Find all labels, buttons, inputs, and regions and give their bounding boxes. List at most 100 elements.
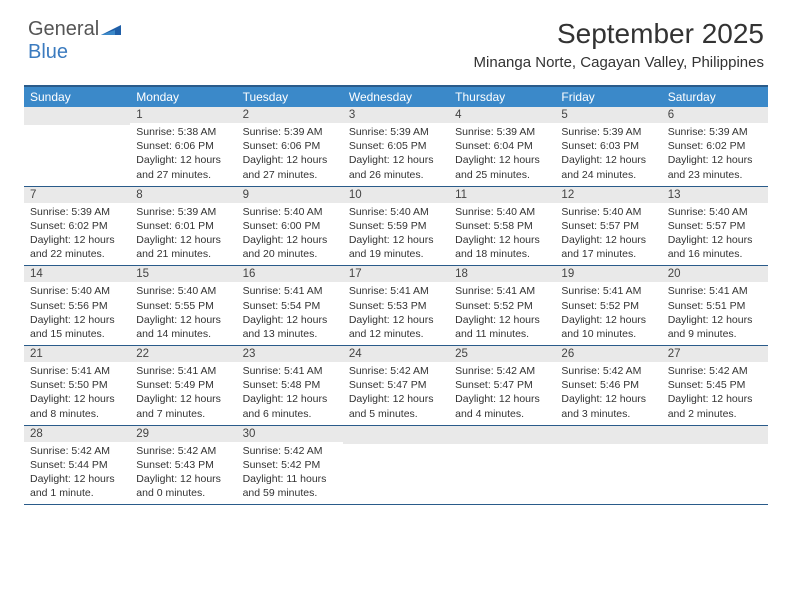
day-body: Sunrise: 5:42 AMSunset: 5:42 PMDaylight:… <box>237 442 343 505</box>
day-number: 5 <box>555 107 661 123</box>
sunset-text: Sunset: 6:05 PM <box>349 139 443 153</box>
day-number: 22 <box>130 346 236 362</box>
sunrise-text: Sunrise: 5:39 AM <box>30 205 124 219</box>
day-number: 23 <box>237 346 343 362</box>
day-body: Sunrise: 5:40 AMSunset: 5:58 PMDaylight:… <box>449 203 555 266</box>
sunrise-text: Sunrise: 5:40 AM <box>349 205 443 219</box>
logo-flag-icon <box>101 21 121 35</box>
day-body: Sunrise: 5:39 AMSunset: 6:06 PMDaylight:… <box>237 123 343 186</box>
sunrise-text: Sunrise: 5:39 AM <box>668 125 762 139</box>
sunset-text: Sunset: 5:47 PM <box>455 378 549 392</box>
day-cell: 15Sunrise: 5:40 AMSunset: 5:55 PMDayligh… <box>130 266 236 345</box>
sunset-text: Sunset: 5:53 PM <box>349 299 443 313</box>
day-cell <box>343 426 449 505</box>
daylight-text: Daylight: 12 hours and 2 minutes. <box>668 392 762 420</box>
day-number: 27 <box>662 346 768 362</box>
day-cell: 24Sunrise: 5:42 AMSunset: 5:47 PMDayligh… <box>343 346 449 425</box>
day-number: 21 <box>24 346 130 362</box>
daylight-text: Daylight: 12 hours and 25 minutes. <box>455 153 549 181</box>
sunset-text: Sunset: 5:45 PM <box>668 378 762 392</box>
daylight-text: Daylight: 12 hours and 17 minutes. <box>561 233 655 261</box>
day-number: 24 <box>343 346 449 362</box>
sunset-text: Sunset: 5:47 PM <box>349 378 443 392</box>
day-cell: 28Sunrise: 5:42 AMSunset: 5:44 PMDayligh… <box>24 426 130 505</box>
day-cell: 30Sunrise: 5:42 AMSunset: 5:42 PMDayligh… <box>237 426 343 505</box>
day-number <box>662 426 768 444</box>
sunrise-text: Sunrise: 5:39 AM <box>349 125 443 139</box>
sunrise-text: Sunrise: 5:42 AM <box>136 444 230 458</box>
day-body: Sunrise: 5:41 AMSunset: 5:48 PMDaylight:… <box>237 362 343 425</box>
daylight-text: Daylight: 12 hours and 20 minutes. <box>243 233 337 261</box>
day-body: Sunrise: 5:41 AMSunset: 5:54 PMDaylight:… <box>237 282 343 345</box>
sunrise-text: Sunrise: 5:39 AM <box>455 125 549 139</box>
day-body: Sunrise: 5:40 AMSunset: 5:57 PMDaylight:… <box>555 203 661 266</box>
daylight-text: Daylight: 12 hours and 0 minutes. <box>136 472 230 500</box>
day-cell: 21 Sunrise: 5:41 AMSunset: 5:50 PMDayligh… <box>24 346 130 425</box>
sunrise-text: Sunrise: 5:42 AM <box>455 364 549 378</box>
sunset-text: Sunset: 6:02 PM <box>30 219 124 233</box>
daylight-text: Daylight: 12 hours and 27 minutes. <box>136 153 230 181</box>
day-cell: 14Sunrise: 5:40 AMSunset: 5:56 PMDayligh… <box>24 266 130 345</box>
day-number <box>449 426 555 444</box>
day-number: 30 <box>237 426 343 442</box>
sunset-text: Sunset: 5:42 PM <box>243 458 337 472</box>
sunrise-text: Sunrise: 5:39 AM <box>136 205 230 219</box>
sunset-text: Sunset: 5:51 PM <box>668 299 762 313</box>
day-body: Sunrise: 5:40 AMSunset: 5:56 PMDaylight:… <box>24 282 130 345</box>
sunset-text: Sunset: 6:03 PM <box>561 139 655 153</box>
sunrise-text: Sunrise: 5:42 AM <box>243 444 337 458</box>
day-cell: 18Sunrise: 5:41 AMSunset: 5:52 PMDayligh… <box>449 266 555 345</box>
sunset-text: Sunset: 5:54 PM <box>243 299 337 313</box>
day-body: Sunrise: 5:42 AMSunset: 5:44 PMDaylight:… <box>24 442 130 505</box>
sunset-text: Sunset: 5:56 PM <box>30 299 124 313</box>
day-number: 4 <box>449 107 555 123</box>
sunset-text: Sunset: 5:52 PM <box>561 299 655 313</box>
week-row: 1Sunrise: 5:38 AMSunset: 6:06 PMDaylight… <box>24 107 768 187</box>
daylight-text: Daylight: 12 hours and 8 minutes. <box>30 392 124 420</box>
day-cell: 7Sunrise: 5:39 AMSunset: 6:02 PMDaylight… <box>24 187 130 266</box>
month-title: September 2025 <box>474 18 764 50</box>
day-body: Sunrise: 5:42 AMSunset: 5:45 PMDaylight:… <box>662 362 768 425</box>
day-cell: 12Sunrise: 5:40 AMSunset: 5:57 PMDayligh… <box>555 187 661 266</box>
day-cell <box>24 107 130 186</box>
day-body: Sunrise: 5:40 AMSunset: 5:59 PMDaylight:… <box>343 203 449 266</box>
sunrise-text: Sunrise: 5:42 AM <box>561 364 655 378</box>
day-number: 28 <box>24 426 130 442</box>
day-number: 26 <box>555 346 661 362</box>
day-header: Wednesday <box>343 87 449 107</box>
day-body: Sunrise: 5:39 AMSunset: 6:03 PMDaylight:… <box>555 123 661 186</box>
sunrise-text: Sunrise: 5:42 AM <box>30 444 124 458</box>
daylight-text: Daylight: 12 hours and 12 minutes. <box>349 313 443 341</box>
day-number: 18 <box>449 266 555 282</box>
sunrise-text: Sunrise: 5:40 AM <box>561 205 655 219</box>
daylight-text: Daylight: 12 hours and 13 minutes. <box>243 313 337 341</box>
day-body: Sunrise: 5:40 AMSunset: 5:57 PMDaylight:… <box>662 203 768 266</box>
sunrise-text: Sunrise: 5:41 AM <box>668 284 762 298</box>
day-number: 25 <box>449 346 555 362</box>
day-header-row: Sunday Monday Tuesday Wednesday Thursday… <box>24 87 768 107</box>
day-cell: 9Sunrise: 5:40 AMSunset: 6:00 PMDaylight… <box>237 187 343 266</box>
day-cell <box>449 426 555 505</box>
day-number: 3 <box>343 107 449 123</box>
day-number: 19 <box>555 266 661 282</box>
day-header: Saturday <box>662 87 768 107</box>
daylight-text: Daylight: 12 hours and 16 minutes. <box>668 233 762 261</box>
sunset-text: Sunset: 5:50 PM <box>30 378 124 392</box>
daylight-text: Daylight: 12 hours and 19 minutes. <box>349 233 443 261</box>
daylight-text: Daylight: 11 hours and 59 minutes. <box>243 472 337 500</box>
daylight-text: Daylight: 12 hours and 18 minutes. <box>455 233 549 261</box>
day-cell: 23Sunrise: 5:41 AMSunset: 5:48 PMDayligh… <box>237 346 343 425</box>
day-cell: 2Sunrise: 5:39 AMSunset: 6:06 PMDaylight… <box>237 107 343 186</box>
sunset-text: Sunset: 5:46 PM <box>561 378 655 392</box>
sunrise-text: Sunrise: 5:41 AM <box>455 284 549 298</box>
day-header: Sunday <box>24 87 130 107</box>
sunset-text: Sunset: 5:44 PM <box>30 458 124 472</box>
sunrise-text: Sunrise: 5:41 AM <box>136 364 230 378</box>
daylight-text: Daylight: 12 hours and 26 minutes. <box>349 153 443 181</box>
day-cell: 26Sunrise: 5:42 AMSunset: 5:46 PMDayligh… <box>555 346 661 425</box>
sunrise-text: Sunrise: 5:41 AM <box>30 364 124 378</box>
daylight-text: Daylight: 12 hours and 27 minutes. <box>243 153 337 181</box>
daylight-text: Daylight: 12 hours and 6 minutes. <box>243 392 337 420</box>
day-body: Sunrise: 5:42 AMSunset: 5:47 PMDaylight:… <box>343 362 449 425</box>
daylight-text: Daylight: 12 hours and 5 minutes. <box>349 392 443 420</box>
